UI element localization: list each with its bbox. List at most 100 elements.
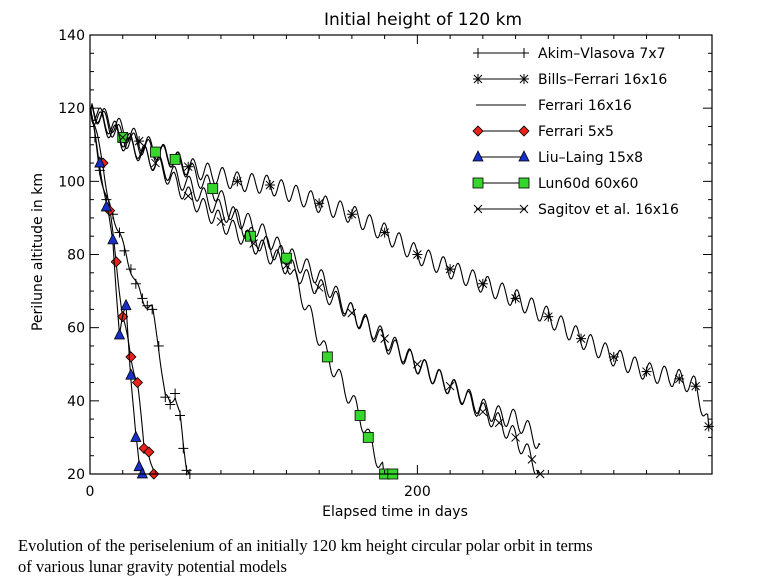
- data-point: [153, 340, 164, 351]
- data-point: [170, 388, 181, 399]
- legend-marker-start: [473, 74, 483, 84]
- series-line: [89, 104, 393, 475]
- data-point: [100, 200, 113, 212]
- data-point: [136, 467, 149, 479]
- data-point: [576, 333, 587, 344]
- data-point: [183, 191, 193, 201]
- data-point: [165, 399, 176, 410]
- data-point: [94, 156, 106, 168]
- data-point: [113, 328, 126, 340]
- data-point: [510, 293, 521, 304]
- data-point: [641, 366, 652, 377]
- data-point: [379, 227, 390, 238]
- y-tick-label: 60: [67, 321, 85, 337]
- series-line: [89, 108, 143, 475]
- data-point: [130, 278, 141, 289]
- data-point: [131, 376, 144, 389]
- data-point: [232, 176, 243, 187]
- legend-entry: Akim–Vlasova 7x7: [473, 46, 666, 62]
- figure-caption: Evolution of the periselenium of an init…: [18, 535, 770, 577]
- x-tick-label: 0: [86, 484, 95, 500]
- legend-label: Liu–Laing 15x8: [538, 150, 643, 166]
- series-line: [89, 103, 710, 427]
- data-point: [413, 359, 422, 369]
- y-tick-label: 80: [67, 248, 85, 264]
- y-axis-label: Perilune altitude in km: [30, 173, 46, 331]
- data-point: [265, 179, 276, 190]
- y-tick-label: 40: [67, 394, 85, 410]
- legend-label: Lun60d 60x60: [538, 176, 638, 192]
- legend-marker-end: [518, 125, 530, 137]
- series-line: [89, 111, 541, 450]
- legend: Akim–Vlasova 7x7 Bills–Ferrari 16x16 Ferra…: [472, 46, 679, 218]
- data-point: [511, 433, 520, 442]
- data-point: [120, 298, 132, 311]
- legend-marker-end: [519, 204, 529, 214]
- data-point: [249, 239, 259, 248]
- data-point: [362, 432, 374, 443]
- series-triangle: [89, 108, 149, 479]
- legend-entry: Bills–Ferrari 16x16: [473, 72, 667, 88]
- data-point: [107, 232, 119, 245]
- data-point: [321, 351, 333, 363]
- legend-marker-end: [518, 150, 530, 162]
- legend-marker-start: [473, 48, 483, 58]
- series-x: [89, 107, 545, 479]
- data-point: [216, 217, 226, 226]
- data-point: [133, 459, 145, 472]
- legend-label: Bills–Ferrari 16x16: [538, 72, 667, 88]
- chart: 20 40 60 80 100 120 140 0 200 Akim–Vlasova 7x7 Bi…: [30, 10, 714, 520]
- series-asterisk: [89, 103, 714, 432]
- axes: 20 40 60 80 100 120 140 0 200: [58, 28, 713, 500]
- data-point: [147, 304, 158, 315]
- legend-marker-end: [519, 74, 529, 84]
- x-axis-label: Elapsed time in days: [322, 504, 468, 520]
- data-point: [125, 351, 137, 363]
- data-point: [445, 264, 456, 275]
- data-point: [347, 308, 357, 318]
- series-none: [89, 111, 541, 450]
- data-point: [125, 368, 137, 380]
- y-tick-label: 120: [58, 101, 85, 117]
- data-point: [608, 351, 619, 362]
- data-point: [314, 283, 324, 292]
- data-point: [412, 249, 423, 260]
- y-tick-label: 20: [67, 467, 85, 483]
- caption-line-2: of various lunar gravity potential model…: [18, 557, 287, 576]
- data-point: [178, 443, 189, 454]
- legend-entry: Ferrari 16x16: [476, 98, 632, 114]
- data-point: [281, 252, 292, 264]
- data-point: [282, 261, 291, 270]
- data-point: [690, 381, 701, 392]
- legend-entry: Ferrari 5x5: [472, 124, 614, 140]
- data-point: [119, 245, 130, 256]
- series-line: [89, 107, 541, 475]
- data-point: [151, 158, 160, 168]
- caption-line-1: Evolution of the periselenium of an init…: [18, 536, 593, 555]
- data-point: [380, 334, 389, 343]
- y-tick-label: 140: [58, 28, 85, 44]
- data-point: [118, 133, 128, 142]
- data-point: [346, 209, 357, 220]
- legend-entry: Liu–Laing 15x8: [472, 150, 643, 166]
- legend-marker-end: [519, 48, 529, 58]
- data-point: [314, 198, 325, 209]
- legend-marker-end: [518, 177, 530, 189]
- series-square: [89, 104, 399, 480]
- data-point: [477, 278, 488, 289]
- legend-label: Ferrari 5x5: [538, 124, 614, 140]
- legend-label: Akim–Vlasova 7x7: [538, 46, 666, 62]
- data-point: [175, 410, 186, 421]
- data-point: [543, 311, 554, 322]
- data-point: [143, 446, 155, 458]
- data-point: [125, 264, 136, 275]
- y-tick-label: 100: [58, 174, 85, 190]
- legend-entry: Lun60d 60x60: [472, 176, 638, 192]
- data-point: [130, 430, 142, 442]
- data-point: [110, 256, 122, 268]
- legend-marker-start: [472, 150, 484, 162]
- data-point: [494, 418, 504, 428]
- data-point: [150, 146, 161, 158]
- data-point: [445, 381, 455, 391]
- data-point: [354, 410, 366, 421]
